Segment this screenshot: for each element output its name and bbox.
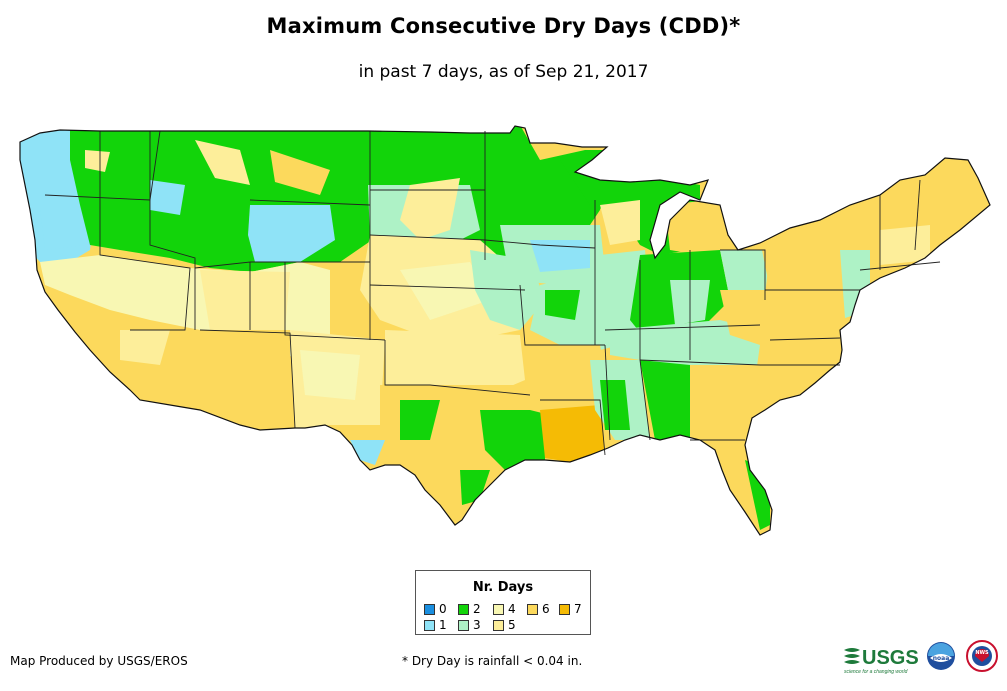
legend: Nr. Days 0 1 2 3 4 5 6 7 <box>415 570 591 635</box>
legend-item-4: 4 <box>493 602 516 616</box>
legend-swatch <box>458 620 469 631</box>
legend-title: Nr. Days <box>472 580 534 595</box>
legend-item-2: 2 <box>458 602 481 616</box>
dry-day-note: * Dry Day is rainfall < 0.04 in. <box>402 654 583 668</box>
usgs-logo: USGS science for a changing world <box>844 647 919 675</box>
legend-swatch <box>424 620 435 631</box>
legend-swatch <box>424 604 435 615</box>
svg-text:noaa: noaa <box>933 655 950 662</box>
agency-logos: USGS science for a changing world noaa N… <box>844 640 998 675</box>
svg-text:USGS: USGS <box>862 647 919 669</box>
map-title: Maximum Consecutive Dry Days (CDD)* <box>266 14 741 38</box>
map-subtitle: in past 7 days, as of Sep 21, 2017 <box>358 62 649 82</box>
noaa-logo: noaa <box>927 642 955 670</box>
legend-item-5: 5 <box>493 618 516 632</box>
legend-swatch <box>559 604 570 615</box>
legend-item-6: 6 <box>527 602 550 616</box>
nws-logo: NWS <box>966 640 998 672</box>
state-boundaries <box>44 130 941 456</box>
legend-item-7: 7 <box>559 602 582 616</box>
legend-item-3: 3 <box>458 618 481 632</box>
svg-text:NWS: NWS <box>975 650 989 656</box>
legend-item-0: 0 <box>424 602 447 616</box>
legend-swatch <box>527 604 538 615</box>
legend-swatch <box>493 620 504 631</box>
legend-swatch <box>493 604 504 615</box>
legend-item-1: 1 <box>424 618 447 632</box>
svg-text:science for a changing world: science for a changing world <box>844 669 908 675</box>
map-credit: Map Produced by USGS/EROS <box>10 654 188 668</box>
legend-swatch <box>458 604 469 615</box>
